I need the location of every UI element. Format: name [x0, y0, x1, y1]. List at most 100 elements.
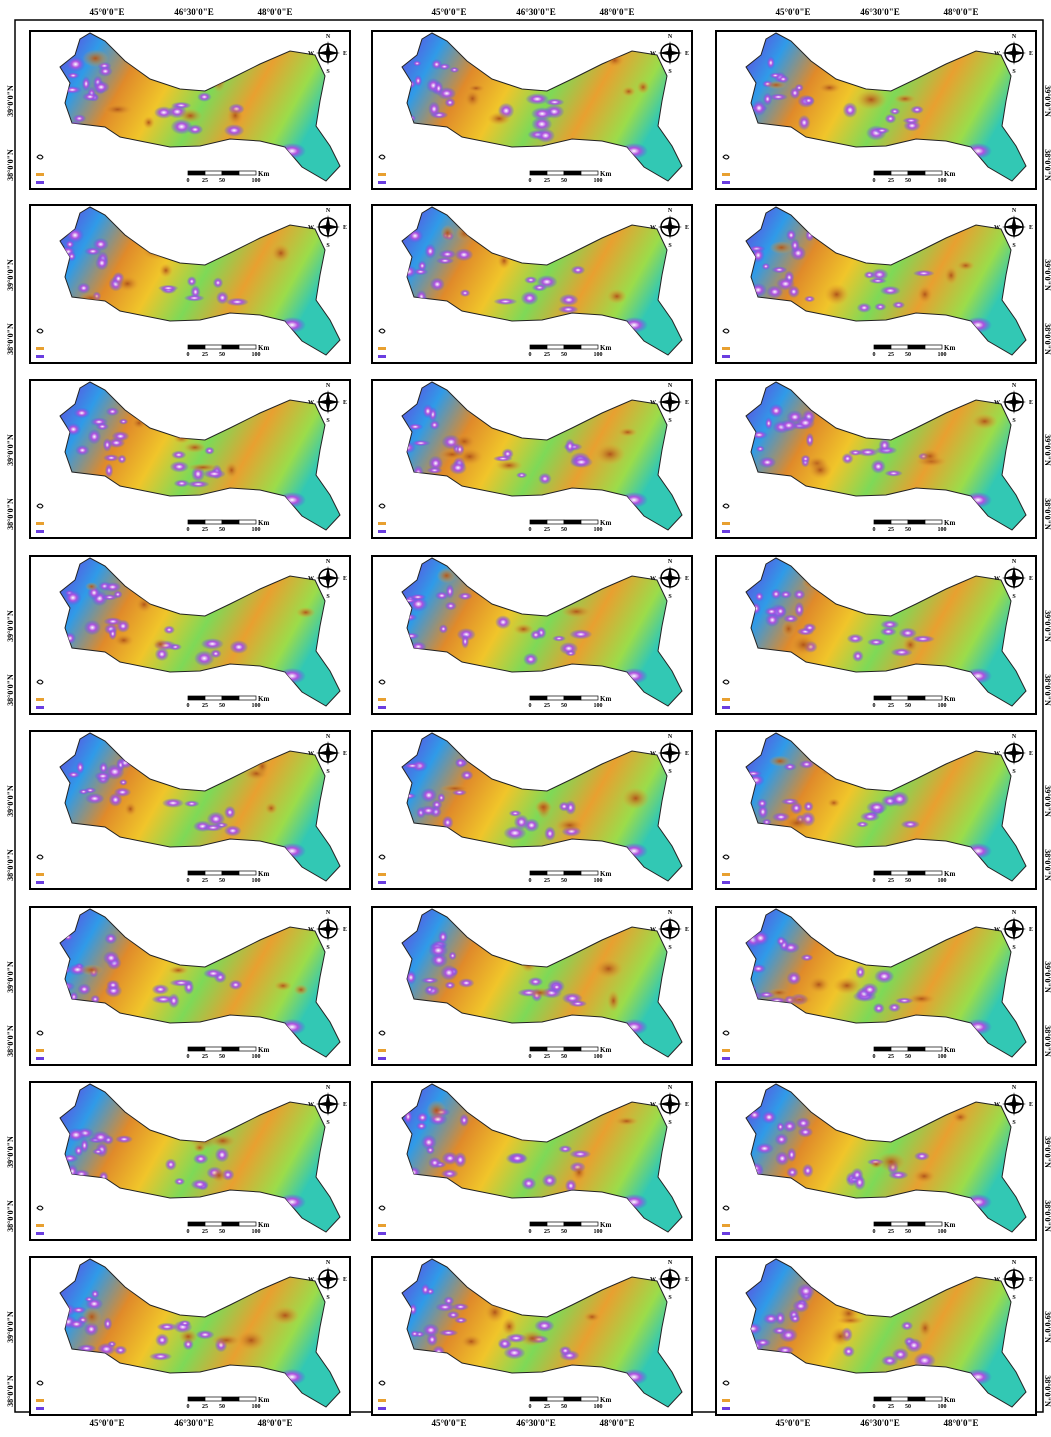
legend-icon [36, 503, 44, 509]
legend-swatch [722, 1049, 730, 1052]
high-patch [912, 1169, 936, 1184]
low-patch [564, 1178, 577, 1193]
low-patch [151, 984, 170, 995]
scale-unit: Km [944, 170, 955, 178]
compass-letter: S [1012, 594, 1016, 600]
scale-label: 0 [873, 527, 876, 533]
legend-swatch [722, 1224, 730, 1227]
low-patch [97, 65, 113, 77]
legend-swatch [722, 1407, 730, 1410]
high-patch [951, 1111, 970, 1124]
compass-letter: S [326, 243, 330, 249]
low-patch [78, 788, 89, 795]
legend-icon [36, 328, 44, 334]
high-patch [296, 606, 316, 618]
low-patch [766, 56, 776, 70]
high-patch [919, 448, 941, 464]
scale-label: 25 [544, 1229, 550, 1235]
low-patch [801, 1163, 814, 1178]
low-patch [569, 1149, 592, 1159]
scale-label: 0 [873, 352, 876, 358]
low-patch [785, 229, 797, 242]
low-patch [776, 936, 786, 947]
low-patch [225, 297, 249, 307]
legend-icon [36, 854, 44, 860]
compass-letter: E [685, 400, 689, 406]
legend-icon [722, 328, 730, 334]
legend-icon [378, 1380, 386, 1386]
latitude-label: 39°0'0"N [6, 85, 15, 117]
scale-label: 25 [202, 178, 208, 184]
low-patch [800, 954, 814, 962]
low-patch [84, 247, 102, 256]
scale-label: 50 [905, 1054, 911, 1060]
basin [745, 1258, 1027, 1408]
high-patch [209, 1134, 236, 1148]
scale-label: 50 [219, 1054, 225, 1060]
basin [745, 381, 1027, 531]
low-patch [768, 403, 784, 418]
low-patch [794, 83, 804, 92]
north-arrow: N E S W [650, 208, 689, 249]
high-patch [807, 976, 830, 994]
scale-unit: Km [258, 519, 269, 527]
compass-letter: N [668, 1085, 673, 1091]
low-patch [416, 1111, 429, 1124]
low-patch [210, 649, 222, 659]
compass-letter: E [343, 927, 347, 933]
low-patch [92, 1148, 105, 1155]
compass-letter: E [685, 927, 689, 933]
low-patch [64, 590, 82, 606]
scale-unit: Km [258, 1046, 269, 1054]
legend-swatch [722, 530, 730, 533]
longitude-label: 45°0'0"E [89, 7, 124, 17]
scale-label: 50 [219, 703, 225, 709]
compass-letter: E [685, 51, 689, 57]
scale-label: 0 [529, 352, 532, 358]
low-patch [429, 277, 445, 292]
compass-letter: N [326, 1260, 331, 1266]
scale-segment [890, 1046, 909, 1052]
legend-icon [36, 679, 44, 685]
scale-segment [546, 1046, 565, 1052]
compass-letter: N [1012, 1085, 1017, 1091]
scale-label: 0 [187, 1404, 190, 1410]
low-patch [559, 293, 579, 306]
low-patch [449, 460, 467, 475]
scale-label: 0 [187, 703, 190, 709]
high-patch [113, 633, 135, 647]
high-patch [902, 636, 919, 654]
legend-icon [36, 1380, 44, 1386]
longitude-label: 48°0'0"E [257, 7, 292, 17]
compass-letter: S [1012, 418, 1016, 424]
compass-letter: E [1029, 225, 1033, 231]
compass-star [1002, 917, 1026, 941]
scale-segment [204, 1221, 223, 1227]
latitude-label: 38°0'0"N [1043, 1200, 1051, 1232]
longitude-label: 46°30'0"E [174, 1418, 214, 1428]
low-patch [178, 1320, 192, 1327]
high-patch [594, 443, 626, 465]
scale-segment [890, 344, 909, 350]
compass-letter: S [1012, 769, 1016, 775]
compass-letter: W [308, 576, 314, 582]
scale-unit: Km [258, 695, 269, 703]
low-patch [530, 629, 542, 641]
latitude-label: 39°0'0"N [6, 961, 15, 993]
scale-label: 25 [202, 878, 208, 884]
longitude-label: 48°0'0"E [599, 1418, 634, 1428]
texture [746, 1275, 992, 1385]
low-patch [789, 1314, 801, 1324]
low-patch [798, 759, 815, 769]
longitude-label: 45°0'0"E [89, 1418, 124, 1428]
low-patch [758, 456, 777, 469]
longitude-label: 45°0'0"E [775, 7, 810, 17]
scale-segment [187, 1221, 206, 1227]
north-arrow: N E S W [994, 559, 1033, 600]
scale-label: 25 [544, 178, 550, 184]
compass-letter: N [668, 734, 673, 740]
compass-letter: W [308, 1102, 314, 1108]
